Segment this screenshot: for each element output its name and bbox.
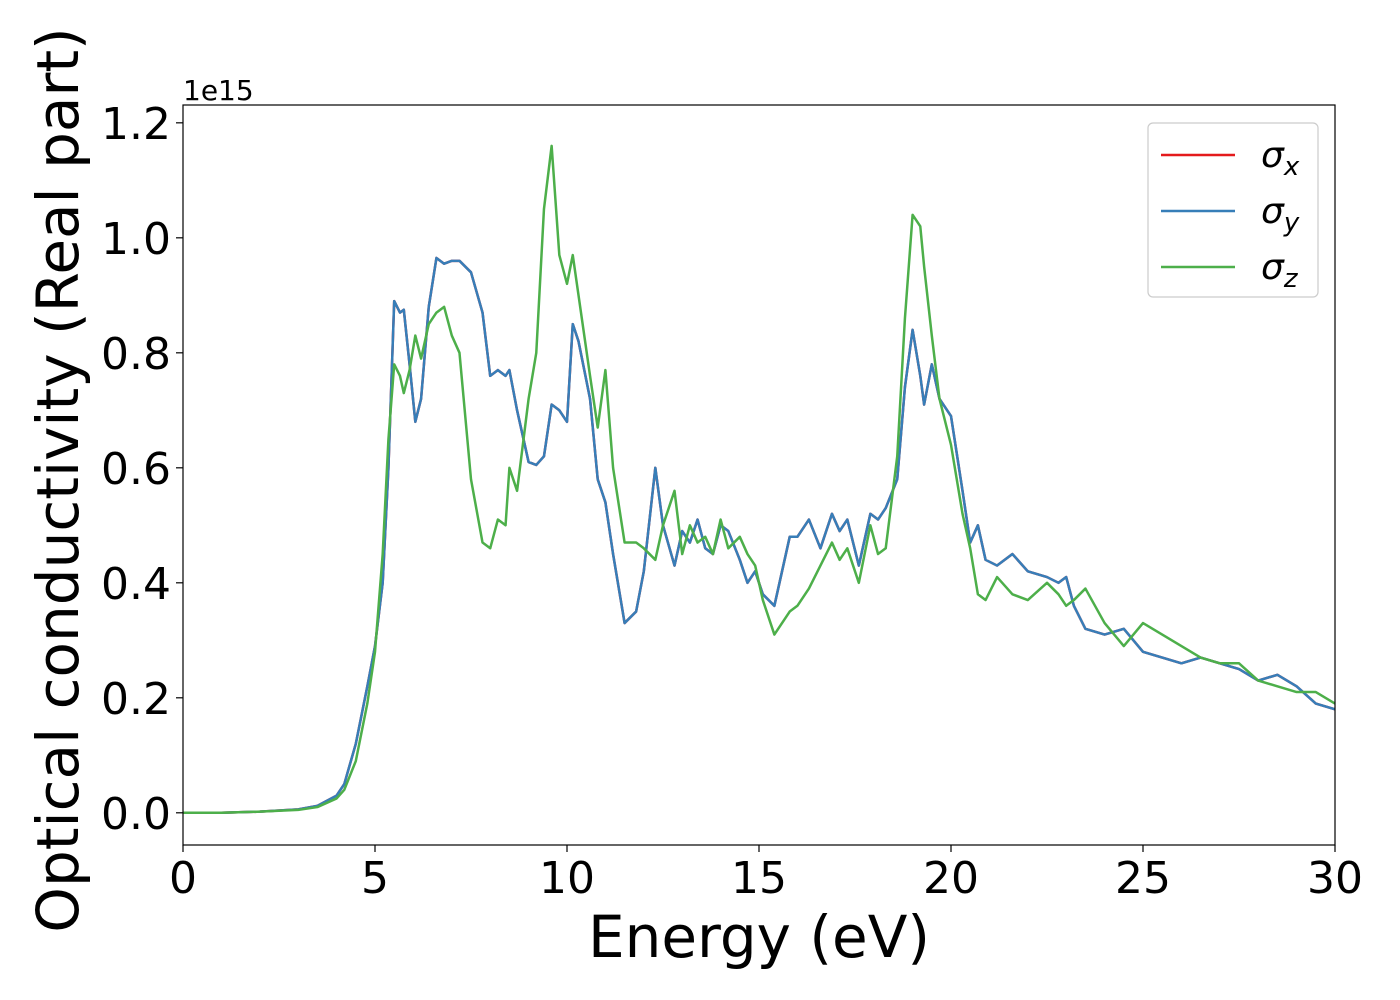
x-axis-label: Energy (eV): [588, 903, 930, 971]
legend-label: σy: [1261, 191, 1300, 238]
y-tick-label: 0.6: [101, 444, 171, 495]
x-tick-label: 10: [539, 853, 595, 904]
x-tick-label: 20: [923, 853, 979, 904]
y-tick-label: 1.2: [101, 99, 171, 150]
x-tick-label: 15: [731, 853, 787, 904]
y-tick-label: 0.0: [101, 789, 171, 840]
x-tick-label: 0: [169, 853, 197, 904]
legend-label: σx: [1261, 135, 1300, 182]
x-tick-label: 30: [1307, 853, 1363, 904]
plot-frame: [182, 104, 1336, 846]
series-line: [183, 256, 1335, 815]
y-tick-label: 0.4: [101, 559, 171, 610]
y-tick-label: 0.8: [101, 329, 171, 380]
x-tick-label: 5: [361, 853, 389, 904]
x-tick-label: 25: [1115, 853, 1171, 904]
series-line: [183, 144, 1335, 815]
y-axis-label: Optical conductivity (Real part): [24, 27, 92, 932]
y-offset-text: 1e15: [183, 74, 254, 107]
legend-label: σz: [1261, 247, 1299, 294]
y-tick-label: 0.2: [101, 674, 171, 725]
y-tick-label: 1.0: [101, 214, 171, 265]
